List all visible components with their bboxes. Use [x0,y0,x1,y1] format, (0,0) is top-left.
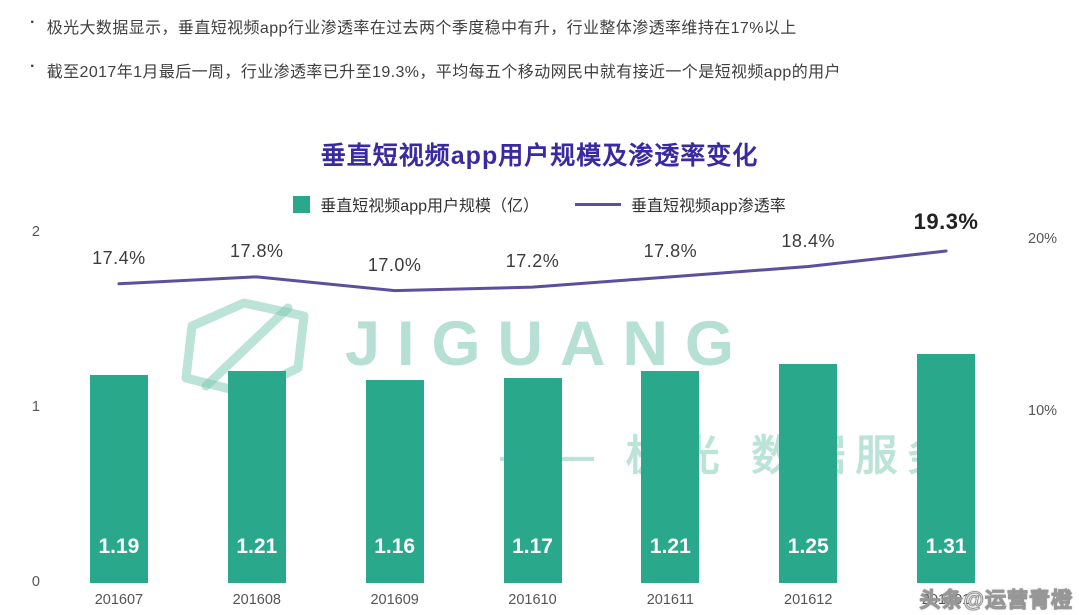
legend-item-user-scale: 垂直短视频app用户规模（亿） [293,192,539,216]
bar-201608 [227,371,286,583]
line-value-label-201608: 17.8% [230,240,284,261]
bullet-point-1: 极光大数据显示，垂直短视频app行业渗透率在过去两个季度稳中有升，行业整体渗透率… [30,14,797,38]
bar-value-label-201608: 1.21 [236,535,278,558]
right-axis-tick-10%: 10% [1028,403,1058,419]
bar-value-label-201609: 1.16 [374,535,416,558]
jiguang-brand-watermark: JIGUANG [345,309,752,379]
bar-201609 [365,380,424,583]
legend-label-user-scale: 垂直短视频app用户规模（亿） [320,198,539,215]
jiguang-caption-watermark: —— 极光 数据服务 [500,432,960,479]
legend-item-penetration: 垂直短视频app渗透率 [575,192,786,216]
bullet-text-1: 极光大数据显示，垂直短视频app行业渗透率在过去两个季度稳中有升，行业整体渗透率… [46,20,797,37]
bar-value-label-201611: 1.21 [649,535,691,558]
bar-201612 [779,364,838,583]
bar-201607 [89,374,148,583]
line-value-label-201610: 17.2% [505,251,560,272]
x-axis-label-201701: 201701 [921,592,971,608]
bullet-point-2: 截至2017年1月最后一周，行业渗透率已升至19.3%，平均每五个移动网民中就有… [30,58,841,82]
bar-201611 [641,371,700,583]
line-value-label-201701: 19.3% [913,209,979,235]
x-axis-label-201608: 201608 [232,592,281,608]
line-value-label-201611: 17.8% [643,240,698,261]
chart-legend: 垂直短视频app用户规模（亿） 垂直短视频app渗透率 [0,192,1079,216]
legend-label-penetration: 垂直短视频app渗透率 [631,198,786,215]
bar-value-label-201701: 1.31 [925,535,967,558]
bullet-text-2: 截至2017年1月最后一周，行业渗透率已升至19.3%，平均每五个移动网民中就有… [46,64,841,81]
x-axis-label-201611: 201611 [646,592,694,608]
line-value-label-201607: 17.4% [92,247,146,268]
bar-series-swatch-icon [293,195,311,213]
x-axis-label-201607: 201607 [94,592,144,608]
x-axis-label-201610: 201610 [508,592,557,608]
bar-value-label-201607: 1.19 [98,535,140,558]
left-axis-tick-0: 0 [31,574,40,590]
left-axis-tick-2: 2 [31,224,40,240]
bar-201701 [917,353,976,583]
x-axis-label-201609: 201609 [370,592,419,608]
footer-watermark: 头条@运营青橙 [919,589,1073,613]
bar-201610 [503,378,562,583]
bar-value-label-201610: 1.17 [512,535,553,558]
left-axis-tick-1: 1 [31,399,40,415]
line-series-swatch-icon [575,202,621,206]
penetration-rate-line [117,249,948,293]
line-value-label-201612: 18.4% [781,230,835,251]
chart-title: 垂直短视频app用户规模及渗透率变化 [320,142,759,170]
right-axis-tick-20%: 20% [1028,231,1058,247]
bar-value-label-201612: 1.25 [787,535,829,558]
jiguang-logo-icon [181,298,309,398]
x-axis-label-201612: 201612 [784,592,833,608]
line-value-label-201609: 17.0% [367,254,422,275]
